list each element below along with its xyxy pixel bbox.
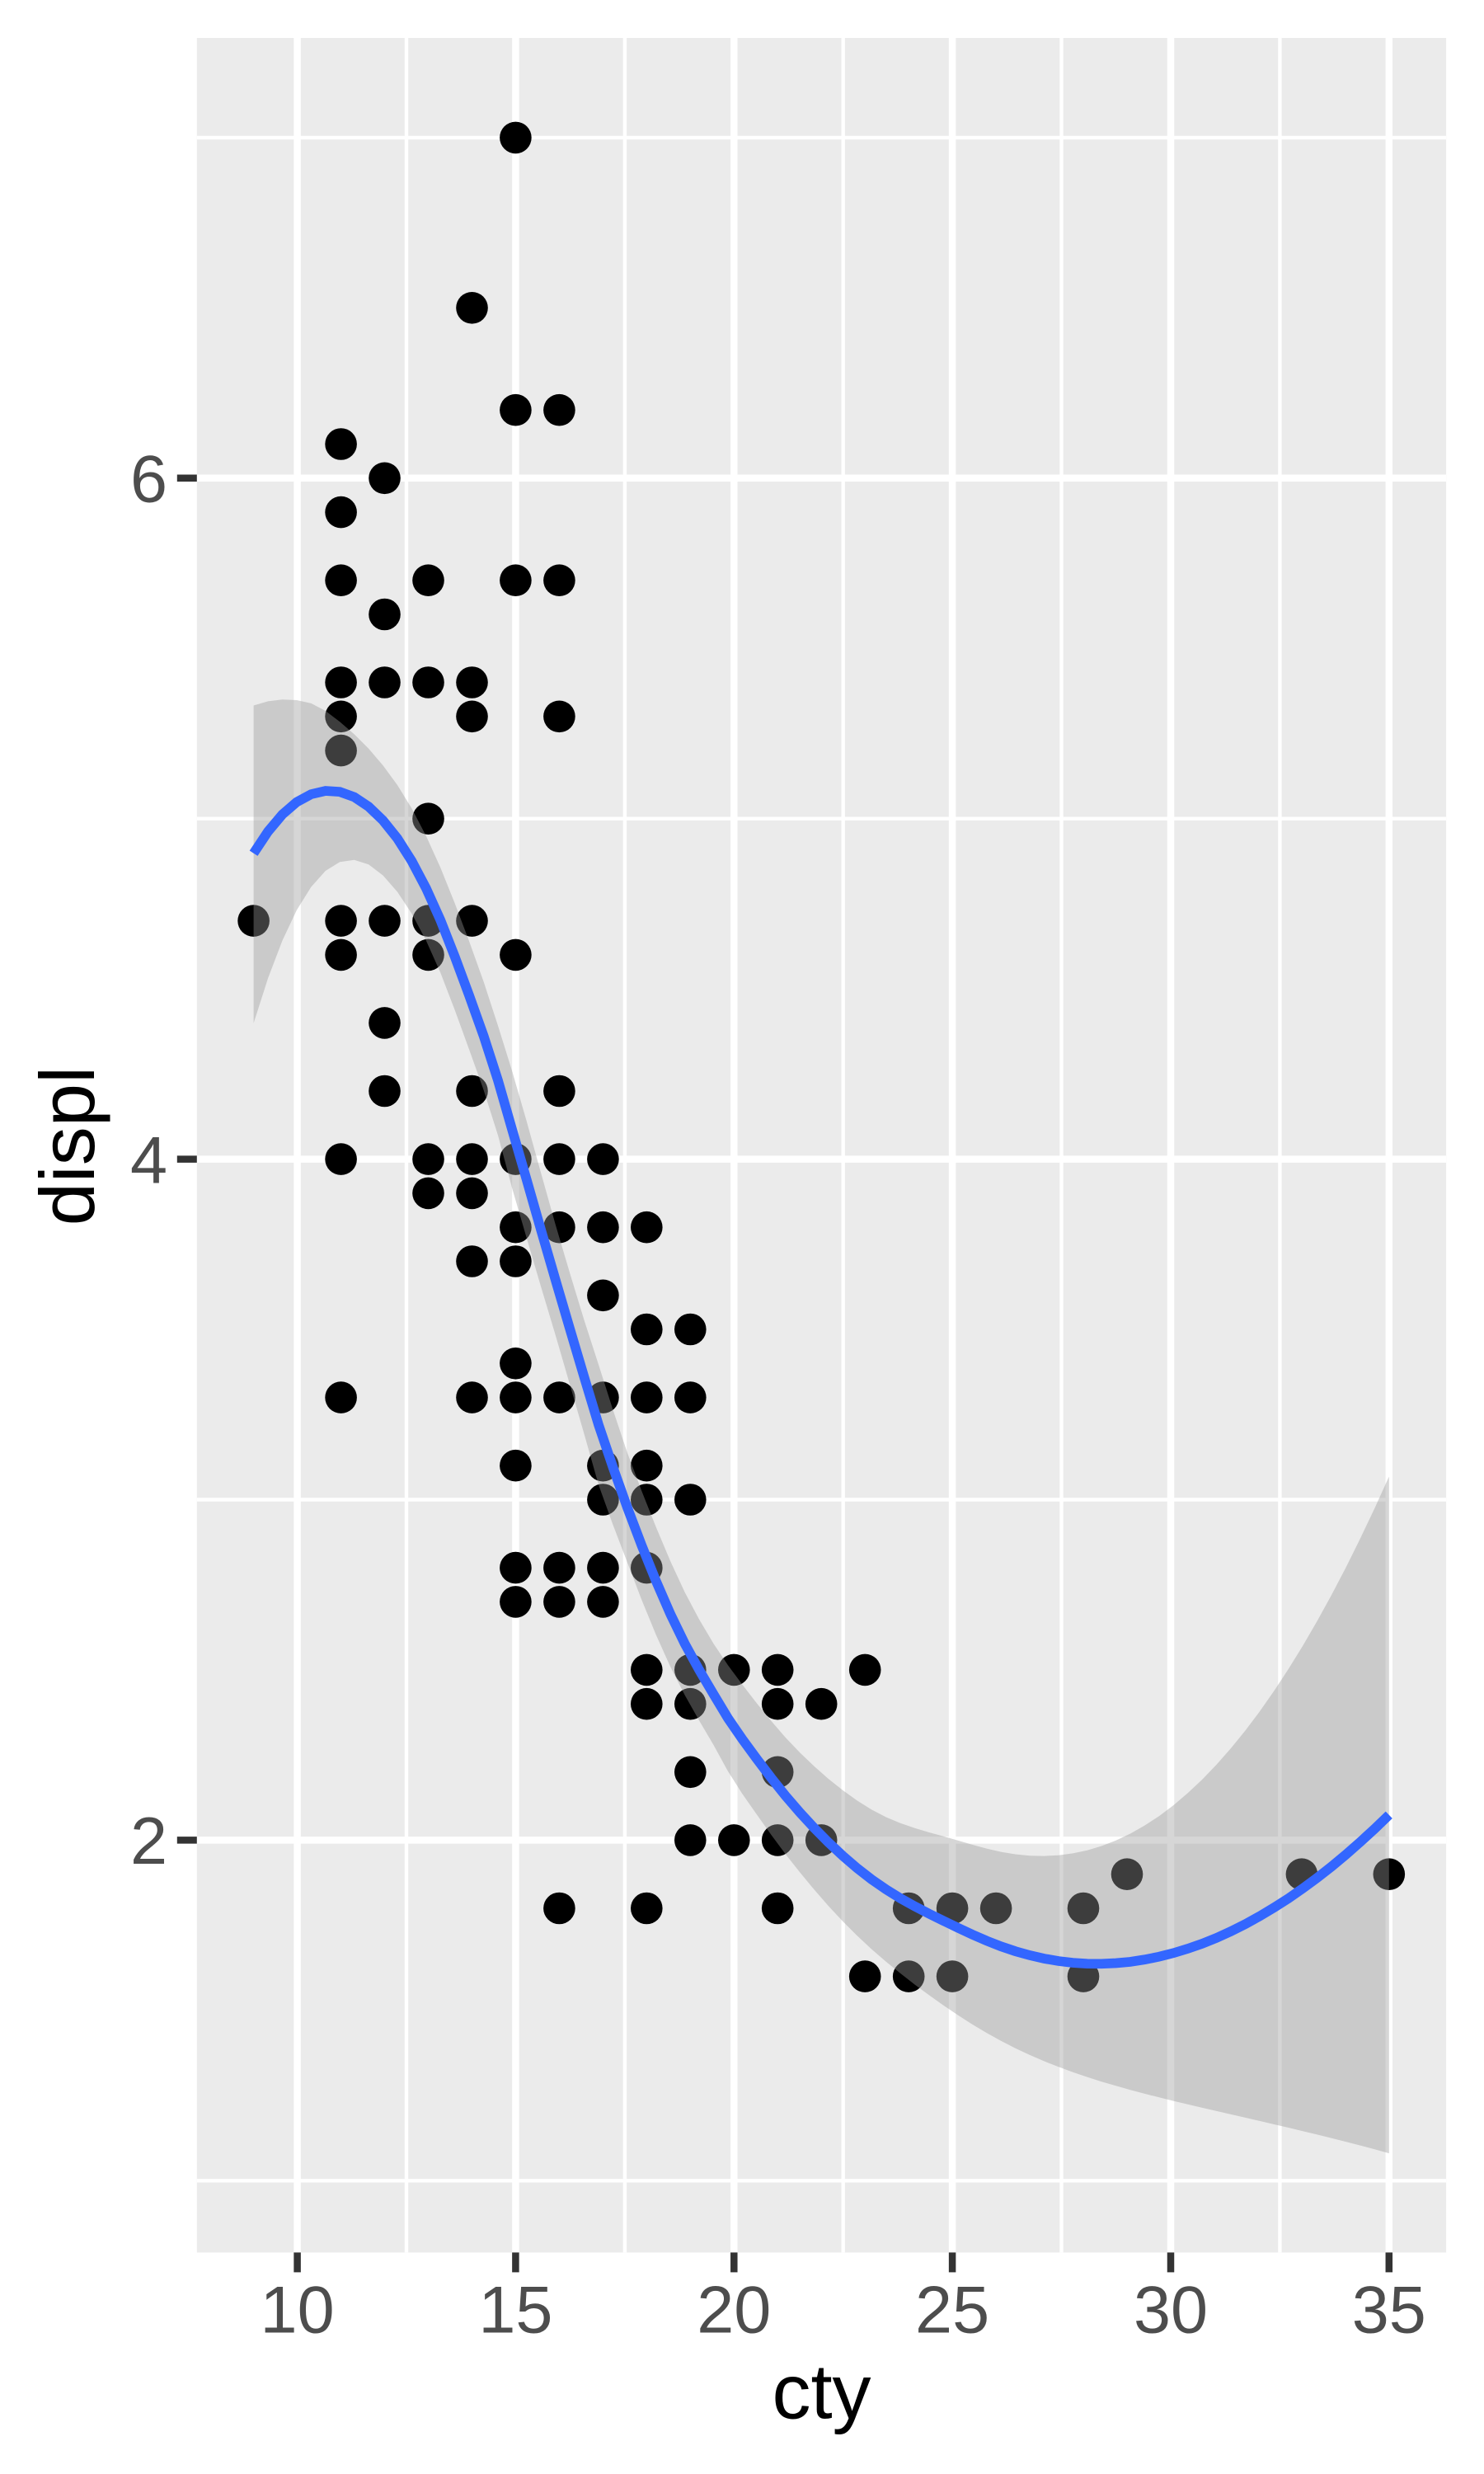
svg-text:displ: displ (24, 1066, 110, 1225)
svg-text:35: 35 (1352, 2273, 1426, 2347)
svg-text:4: 4 (130, 1123, 167, 1197)
svg-text:10: 10 (261, 2273, 335, 2347)
svg-text:25: 25 (915, 2273, 989, 2347)
svg-text:cty: cty (772, 2349, 871, 2435)
svg-text:15: 15 (478, 2273, 552, 2347)
svg-text:6: 6 (130, 443, 167, 517)
svg-text:2: 2 (130, 1804, 167, 1879)
svg-text:30: 30 (1134, 2273, 1208, 2347)
svg-text:20: 20 (697, 2273, 771, 2347)
